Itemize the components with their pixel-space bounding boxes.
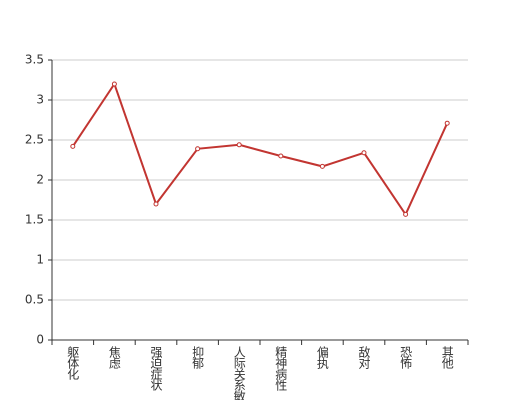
- x-tick-label: 精神病性: [274, 346, 288, 392]
- y-tick-label: 0.5: [25, 293, 44, 307]
- point: [70, 143, 76, 149]
- point: [111, 81, 117, 87]
- point: [153, 201, 159, 207]
- x-tick-label: 其他: [440, 346, 454, 369]
- y-tick-label: 0: [36, 333, 44, 347]
- x-tick-label: 人际关系敏感: [232, 346, 246, 400]
- x-tick-label: 敌对: [357, 345, 371, 369]
- x-tick-label: 躯体化: [66, 345, 80, 381]
- y-tick-label: 3.5: [25, 53, 44, 67]
- point: [444, 120, 450, 126]
- point: [403, 211, 409, 217]
- point: [195, 146, 201, 152]
- y-tick-label: 1: [36, 253, 44, 267]
- y-tick-label: 1.5: [25, 213, 44, 227]
- x-tick-label: 抑郁: [191, 345, 205, 370]
- y-tick-label: 2: [36, 173, 44, 187]
- point: [236, 142, 242, 148]
- x-tick-label: 恐怖: [399, 346, 413, 369]
- x-tick-label: 焦虑: [107, 346, 121, 369]
- point: [278, 153, 284, 159]
- point: [361, 150, 367, 156]
- y-tick-label: 2.5: [25, 133, 44, 147]
- y-tick-label: 3: [36, 93, 44, 107]
- line: [71, 81, 449, 217]
- x-tick-label: 强迫症状: [149, 346, 163, 391]
- point: [319, 163, 325, 169]
- x-tick-label: 偏执: [315, 345, 329, 370]
